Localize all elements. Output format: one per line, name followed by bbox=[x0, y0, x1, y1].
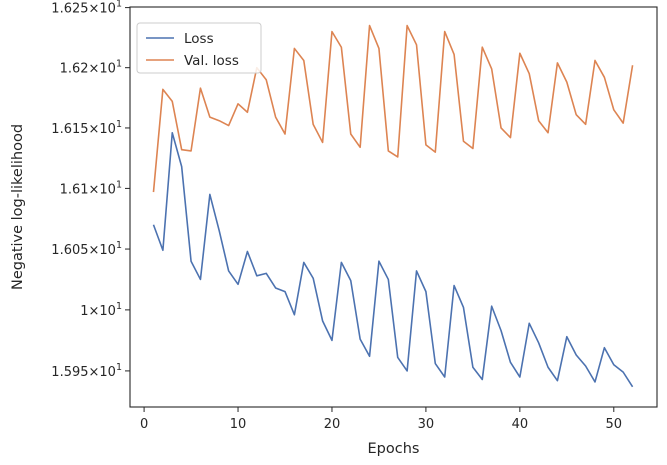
y-tick-exponent: 1 bbox=[116, 0, 122, 10]
y-tick-times: ×10 bbox=[89, 2, 116, 17]
series-line-val-loss bbox=[152, 24, 634, 193]
y-tick-mantissa: 1.61 bbox=[60, 182, 89, 197]
y-tick-exponent: 1 bbox=[116, 119, 122, 130]
y-tick-times: ×10 bbox=[89, 62, 116, 77]
y-tick-label: 1.62×101 bbox=[60, 59, 122, 77]
y-tick-mantissa: 1.625 bbox=[51, 2, 88, 17]
x-tick-label: 0 bbox=[140, 417, 148, 432]
series-line-loss bbox=[152, 131, 634, 388]
y-tick-exponent: 1 bbox=[116, 362, 122, 373]
y-tick-times: ×10 bbox=[89, 365, 116, 380]
x-tick-label: 40 bbox=[512, 417, 529, 432]
y-tick-label: 1.605×101 bbox=[51, 240, 122, 258]
y-tick-times: ×10 bbox=[89, 243, 116, 258]
y-tick-exponent: 1 bbox=[116, 179, 122, 190]
y-tick-exponent: 1 bbox=[116, 301, 122, 312]
y-tick-label: 1.595×101 bbox=[51, 362, 122, 380]
legend-label: Loss bbox=[184, 31, 214, 47]
y-tick-times: ×10 bbox=[89, 122, 116, 137]
y-tick-mantissa: 1.605 bbox=[51, 243, 88, 258]
y-tick-label: 1.625×101 bbox=[51, 0, 122, 17]
x-axis-ticks: 0 10 20 30 40 50 bbox=[140, 407, 622, 432]
y-tick-exponent: 1 bbox=[116, 240, 122, 251]
y-tick-exponent: 1 bbox=[116, 59, 122, 70]
x-tick-label: 30 bbox=[418, 417, 435, 432]
legend: Loss Val. loss bbox=[136, 22, 262, 74]
y-tick-times: ×10 bbox=[89, 182, 116, 197]
plot-frame bbox=[129, 6, 658, 408]
y-tick-label: 1×101 bbox=[80, 301, 122, 319]
y-tick-mantissa: 1.62 bbox=[60, 62, 89, 77]
y-tick-mantissa: 1.615 bbox=[51, 122, 88, 137]
x-tick-label: 10 bbox=[230, 417, 247, 432]
y-tick-mantissa: 1 bbox=[80, 304, 88, 319]
x-tick-label: 50 bbox=[606, 417, 623, 432]
y-tick-label: 1.61×101 bbox=[60, 179, 122, 197]
series-layer bbox=[152, 24, 634, 388]
x-axis-title: Epochs bbox=[368, 441, 420, 457]
y-axis-ticks: 1.595×1011×1011.605×1011.61×1011.615×101… bbox=[51, 0, 130, 380]
y-tick-label: 1.615×101 bbox=[51, 119, 122, 137]
legend-label: Val. loss bbox=[184, 53, 239, 69]
y-axis-title: Negative log-likelihood bbox=[10, 124, 26, 290]
y-tick-mantissa: 1.595 bbox=[51, 365, 88, 380]
y-tick-times: ×10 bbox=[89, 304, 116, 319]
x-tick-label: 20 bbox=[324, 417, 341, 432]
